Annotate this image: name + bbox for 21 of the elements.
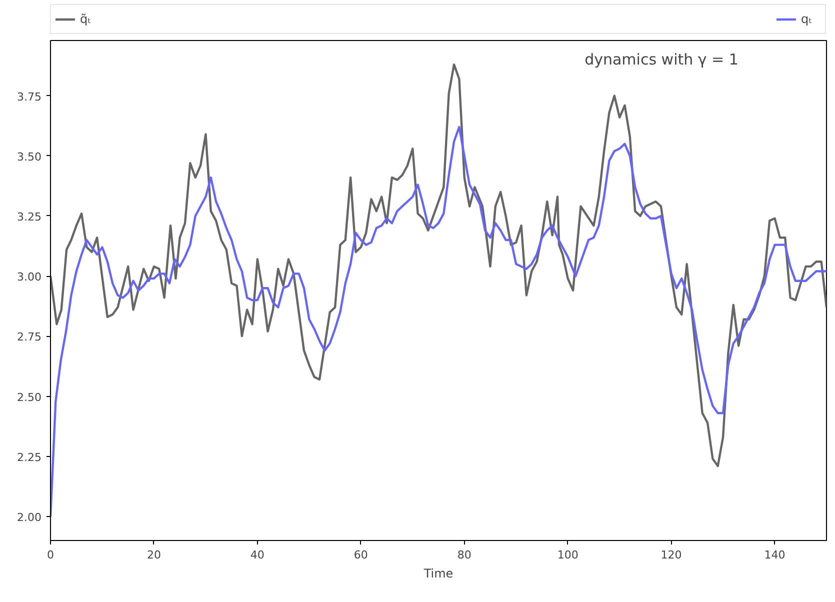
y-tick-label: 3.00: [17, 270, 42, 284]
y-tick-label: 2.25: [17, 450, 42, 464]
x-tick-label: 0: [47, 548, 54, 562]
y-tick-label: 3.50: [17, 150, 42, 164]
y-tick-label: 2.75: [17, 330, 42, 344]
legend-label: q̃ₜ: [80, 12, 92, 26]
x-tick-label: 20: [146, 548, 161, 562]
y-tick-label: 2.00: [17, 510, 42, 524]
x-tick-label: 120: [660, 548, 682, 562]
x-tick-label: 80: [457, 548, 472, 562]
y-tick-label: 3.75: [17, 90, 42, 104]
annotation: dynamics with γ = 1: [584, 50, 738, 68]
y-tick-label: 2.50: [17, 390, 42, 404]
x-tick-label: 140: [764, 548, 786, 562]
x-axis-title: Time: [422, 566, 454, 580]
line-series: [50, 126, 826, 518]
x-tick-label: 40: [250, 548, 264, 562]
x-tick-label: 60: [354, 548, 368, 562]
x-tick-label: 100: [557, 548, 578, 562]
legend-label: qₜ: [801, 12, 814, 26]
y-tick-label: 3.25: [17, 210, 42, 224]
